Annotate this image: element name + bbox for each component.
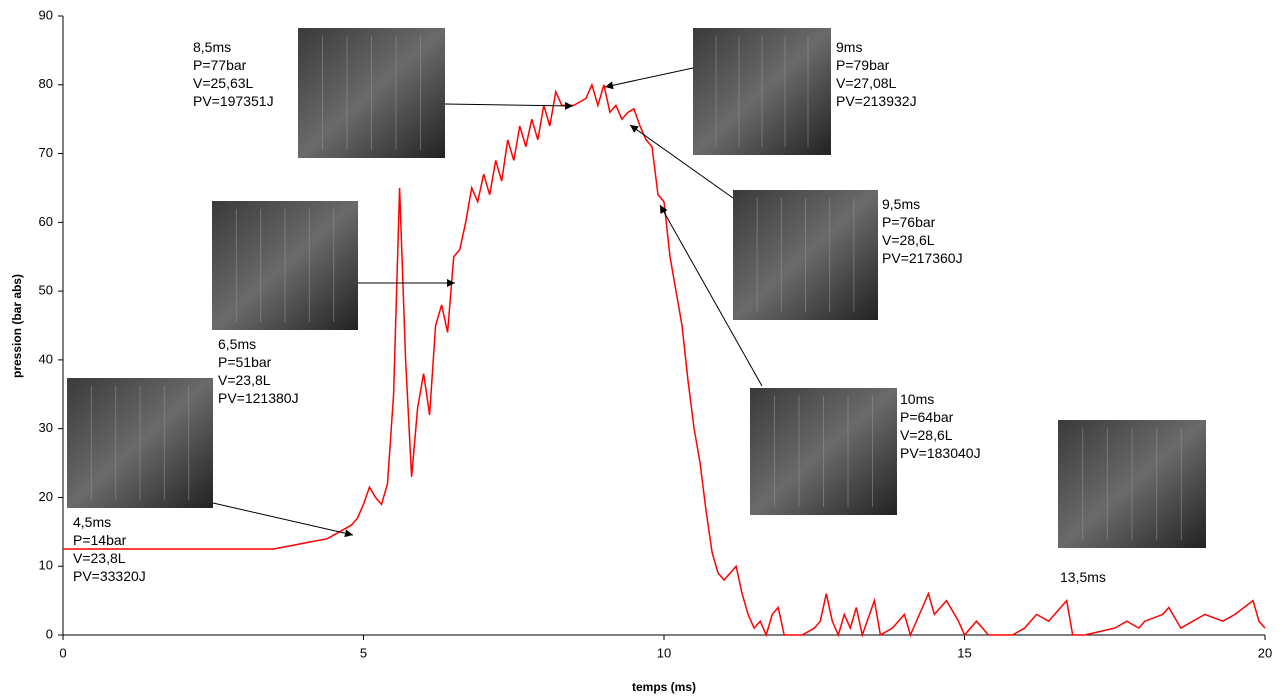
x-axis-title: temps (ms) bbox=[632, 680, 696, 694]
x-tick-label: 5 bbox=[360, 645, 367, 660]
annotation-text: 8,5ms bbox=[193, 39, 231, 55]
y-axis-title: pression (bar abs) bbox=[10, 274, 24, 378]
annotation-arrow bbox=[659, 204, 763, 387]
annotation-text: V=25,63L bbox=[193, 75, 254, 91]
y-tick-label: 40 bbox=[39, 351, 53, 366]
annotation-text: 13,5ms bbox=[1060, 569, 1106, 585]
annotation-text: PV=217360J bbox=[882, 250, 963, 266]
annotation-text: PV=183040J bbox=[900, 445, 981, 461]
y-tick-label: 80 bbox=[39, 76, 53, 91]
x-tick-label: 20 bbox=[1258, 645, 1272, 660]
annotation-text: V=27,08L bbox=[836, 75, 897, 91]
annotation-arrow bbox=[604, 67, 694, 90]
x-tick-label: 0 bbox=[59, 645, 66, 660]
annotation-text: P=76bar bbox=[882, 214, 936, 230]
annotation-text: V=23,8L bbox=[218, 372, 271, 388]
annotation-text: P=77bar bbox=[193, 57, 247, 73]
x-tick-label: 15 bbox=[957, 645, 971, 660]
annotation-arrow bbox=[629, 124, 734, 199]
x-tick-label: 10 bbox=[657, 645, 671, 660]
y-tick-label: 90 bbox=[39, 7, 53, 22]
annotation-text: P=79bar bbox=[836, 57, 890, 73]
y-tick-label: 0 bbox=[46, 626, 53, 641]
annotation-text: P=14bar bbox=[73, 532, 127, 548]
annotation-text: V=28,6L bbox=[882, 232, 935, 248]
y-tick-label: 50 bbox=[39, 283, 53, 298]
annotation-text: PV=213932J bbox=[836, 93, 917, 109]
y-tick-label: 10 bbox=[39, 558, 53, 573]
annotation-text: 4,5ms bbox=[73, 514, 111, 530]
y-tick-label: 60 bbox=[39, 214, 53, 229]
annotation-text: PV=121380J bbox=[218, 390, 299, 406]
y-tick-label: 70 bbox=[39, 145, 53, 160]
annotation-text: P=64bar bbox=[900, 409, 954, 425]
data-line bbox=[63, 82, 1266, 638]
annotation-text: 6,5ms bbox=[218, 336, 256, 352]
annotation-text: 10ms bbox=[900, 391, 934, 407]
annotation-text: V=23,8L bbox=[73, 550, 126, 566]
annotation-arrow bbox=[444, 101, 574, 110]
annotation-text: P=51bar bbox=[218, 354, 272, 370]
annotation-text: 9,5ms bbox=[882, 196, 920, 212]
annotation-text: PV=33320J bbox=[73, 568, 146, 584]
y-tick-label: 20 bbox=[39, 489, 53, 504]
annotation-text: 9ms bbox=[836, 39, 862, 55]
y-tick-label: 30 bbox=[39, 420, 53, 435]
annotation-text: V=28,6L bbox=[900, 427, 953, 443]
annotation-arrow bbox=[212, 502, 354, 538]
annotation-text: PV=197351J bbox=[193, 93, 274, 109]
